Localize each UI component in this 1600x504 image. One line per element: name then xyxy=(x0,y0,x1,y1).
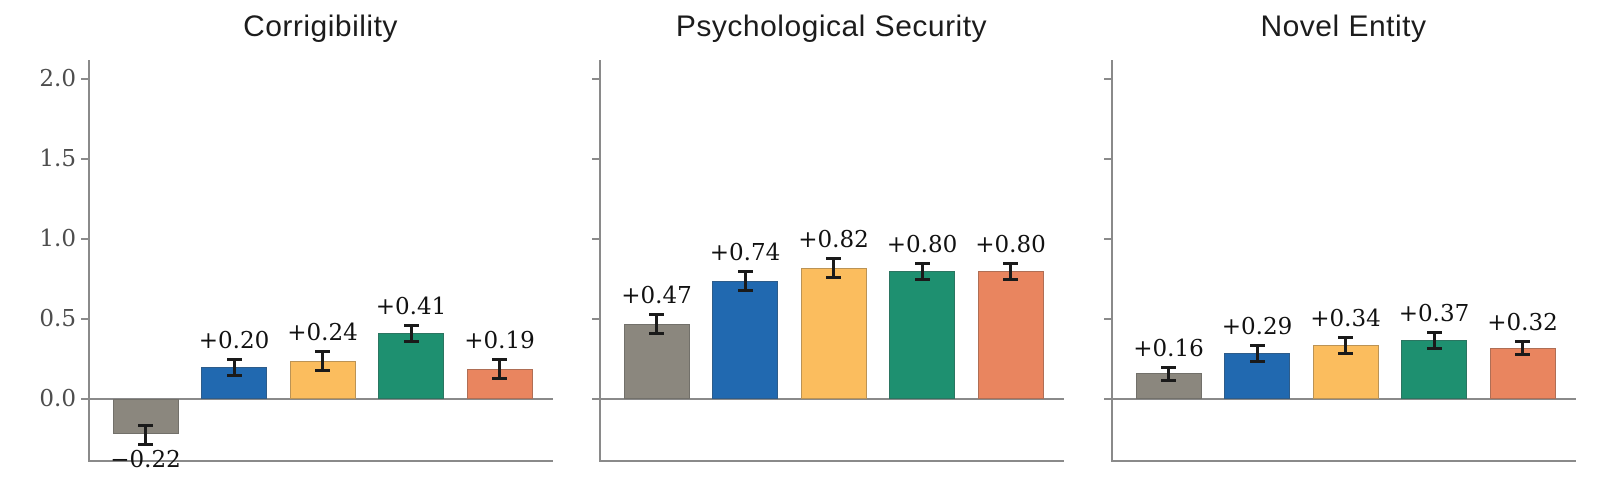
error-bar-cap-top xyxy=(826,257,841,261)
error-bar-cap-top xyxy=(315,350,330,353)
plot-area: +0.47 +0.74 +0.82 +0.80 +0.80 xyxy=(592,60,1064,462)
y-axis-tick xyxy=(1104,78,1112,80)
value-label: +0.41 xyxy=(375,294,447,321)
value-label: +0.16 xyxy=(1133,336,1204,362)
y-axis-tick-label: 0.5 xyxy=(39,306,76,332)
error-bar-cap-bottom xyxy=(826,276,841,280)
error-bar-cap-bottom xyxy=(226,374,242,377)
zero-baseline xyxy=(1113,398,1576,400)
error-bar-cap-bottom xyxy=(649,332,664,336)
y-axis-tick xyxy=(592,318,600,320)
bar-yellow xyxy=(800,267,867,399)
error-bar-cap-bottom xyxy=(1161,378,1176,382)
error-bar xyxy=(1432,331,1436,348)
y-axis-tick xyxy=(81,158,89,160)
zero-baseline xyxy=(601,398,1064,400)
error-bar-cap-bottom xyxy=(1338,351,1353,355)
error-bar xyxy=(1009,263,1012,279)
error-bar xyxy=(321,351,324,371)
error-bar xyxy=(743,271,747,291)
error-bar xyxy=(1521,341,1524,355)
chart-panel-corrigibility: Corrigibility 2.0 1.5 1.0 0.5 0.0 −0.22 +0.20 +0… xyxy=(39,0,553,504)
value-label: +0.24 xyxy=(287,320,358,346)
value-label: +0.20 xyxy=(198,328,270,354)
error-bar-cap-top xyxy=(138,423,153,427)
y-axis-tick xyxy=(1104,238,1112,240)
error-bar xyxy=(232,359,236,375)
error-bar-cap-top xyxy=(226,358,242,361)
value-label: +0.32 xyxy=(1487,310,1558,337)
value-label: +0.19 xyxy=(464,328,535,354)
error-bar-cap-bottom xyxy=(1515,353,1530,357)
y-axis-tick xyxy=(592,238,600,240)
panel-title: Psychological Security xyxy=(675,10,988,43)
error-bar-cap-top xyxy=(914,262,930,265)
y-axis-tick xyxy=(1104,158,1112,160)
error-bar-cap-top xyxy=(1161,366,1176,369)
error-bar xyxy=(409,325,413,342)
error-bar xyxy=(1344,336,1347,353)
error-bar-cap-top xyxy=(1003,262,1018,265)
y-axis-tick xyxy=(592,158,600,160)
error-bar xyxy=(1255,344,1259,361)
plot-area: 2.0 1.5 1.0 0.5 0.0 −0.22 +0.20 +0.24 +0.41 +0.19 xyxy=(39,60,553,473)
error-bar-cap-bottom xyxy=(403,340,419,344)
bar-green xyxy=(889,271,955,399)
y-axis-tick xyxy=(1104,318,1112,320)
bar-gray xyxy=(623,323,690,399)
chart-panel-psychological-security: Psychological Security +0.47 +0.74 +0.82 +0.… xyxy=(592,0,1064,504)
y-axis-tick-label: 1.5 xyxy=(39,146,76,172)
error-bar xyxy=(655,314,658,334)
error-bar-cap-bottom xyxy=(138,442,153,446)
panel-title: Corrigibility xyxy=(243,10,398,43)
value-label: +0.34 xyxy=(1310,305,1381,332)
value-label: +0.74 xyxy=(709,240,781,266)
bar-salmon xyxy=(977,271,1044,399)
chart-panel-novel-entity: Novel Entity +0.16 +0.29 +0.34 +0.37 +0.32 xyxy=(1104,0,1576,504)
y-axis-tick xyxy=(1104,398,1112,400)
error-bar-cap-top xyxy=(403,324,419,328)
error-bar-cap-bottom xyxy=(1003,278,1018,281)
y-axis-tick xyxy=(81,318,89,320)
y-axis-tick xyxy=(81,238,89,240)
panel-title: Novel Entity xyxy=(1260,10,1427,43)
error-bar-cap-top xyxy=(1338,335,1353,339)
error-bar-cap-top xyxy=(1426,330,1442,334)
error-bar xyxy=(144,424,147,444)
error-bar-cap-bottom xyxy=(737,289,753,293)
value-label: +0.37 xyxy=(1398,300,1470,327)
error-bar-cap-top xyxy=(492,358,507,361)
y-axis-tick xyxy=(592,78,600,80)
error-bar-cap-bottom xyxy=(492,377,507,381)
error-bar xyxy=(1167,367,1170,380)
error-bar-cap-top xyxy=(649,313,664,317)
value-label: +0.47 xyxy=(621,283,692,310)
value-label: −0.22 xyxy=(110,446,181,473)
value-label: +0.80 xyxy=(975,232,1046,258)
zero-baseline xyxy=(90,398,553,400)
bar-blue xyxy=(712,280,778,399)
y-axis-tick-label: 0.0 xyxy=(39,386,76,412)
error-bar xyxy=(498,359,501,379)
error-bar xyxy=(832,258,835,278)
plot-area: +0.16 +0.29 +0.34 +0.37 +0.32 xyxy=(1104,60,1576,462)
y-axis-tick xyxy=(81,78,89,80)
error-bar-cap-bottom xyxy=(1249,359,1265,363)
bar-green xyxy=(378,333,444,399)
y-axis-tick xyxy=(592,398,600,400)
error-bar-cap-bottom xyxy=(315,369,330,373)
error-bar-cap-bottom xyxy=(914,278,930,281)
error-bar-cap-bottom xyxy=(1426,346,1442,350)
value-label: +0.29 xyxy=(1221,313,1293,340)
y-axis-tick-label: 2.0 xyxy=(39,66,76,92)
error-bar xyxy=(920,263,924,279)
value-label: +0.82 xyxy=(798,227,869,254)
error-bar-cap-top xyxy=(1249,343,1265,347)
value-label: +0.80 xyxy=(886,232,958,258)
error-bar-cap-top xyxy=(1515,340,1530,344)
y-axis-tick-label: 1.0 xyxy=(39,226,76,252)
error-bar-cap-top xyxy=(737,270,753,273)
y-axis-tick xyxy=(81,398,89,400)
